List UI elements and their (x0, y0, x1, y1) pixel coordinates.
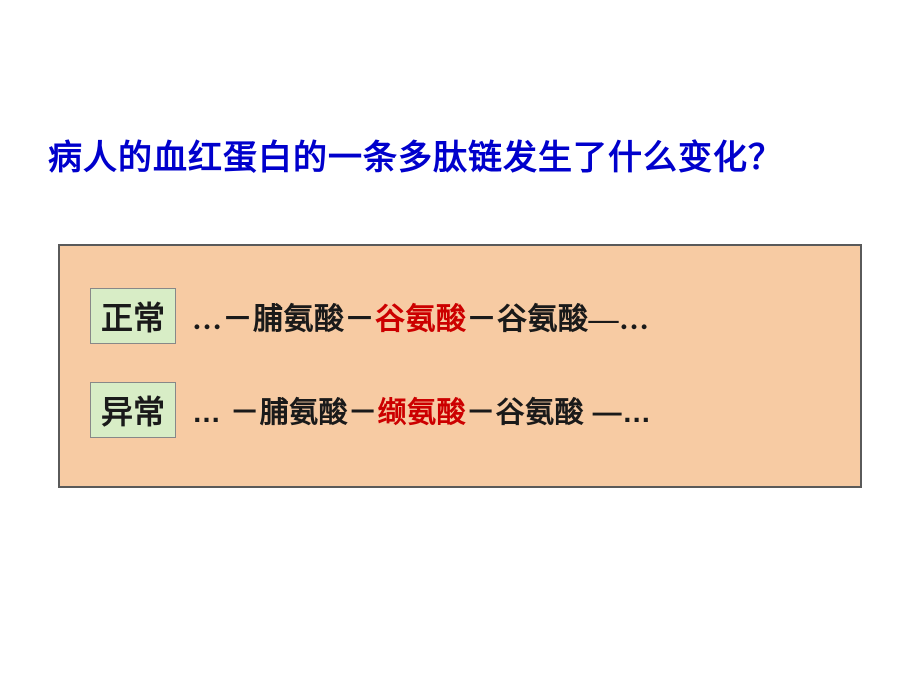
row-abnormal: 异常 … －脯氨酸－缬氨酸－谷氨酸 —… (90, 382, 830, 438)
seq-highlight: 缬氨酸 (378, 397, 467, 429)
comparison-box: 正常 …－脯氨酸－谷氨酸－谷氨酸—… 异常 … －脯氨酸－缬氨酸－谷氨酸 —… (58, 244, 862, 488)
label-normal: 正常 (90, 288, 176, 344)
sequence-abnormal: … －脯氨酸－缬氨酸－谷氨酸 —… (192, 389, 652, 431)
row-normal: 正常 …－脯氨酸－谷氨酸－谷氨酸—… (90, 288, 830, 344)
slide-title: 病人的血红蛋白的一条多肽链发生了什么变化？ (0, 130, 920, 179)
seq-prefix: … －脯氨酸－ (192, 397, 378, 429)
label-abnormal: 异常 (90, 382, 176, 438)
seq-highlight: 谷氨酸 (375, 303, 467, 336)
sequence-normal: …－脯氨酸－谷氨酸－谷氨酸—… (192, 294, 650, 338)
seq-suffix: －谷氨酸—… (467, 303, 650, 336)
slide-container: 病人的血红蛋白的一条多肽链发生了什么变化？ 正常 …－脯氨酸－谷氨酸－谷氨酸—…… (0, 0, 920, 690)
seq-suffix: －谷氨酸 —… (466, 397, 652, 429)
seq-prefix: …－脯氨酸－ (192, 303, 375, 336)
